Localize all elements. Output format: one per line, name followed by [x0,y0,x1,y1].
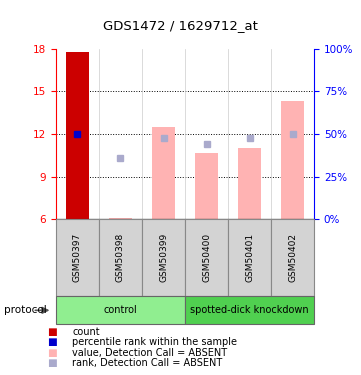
Text: GSM50400: GSM50400 [202,233,211,282]
Text: count: count [72,327,100,337]
Bar [109,218,132,219]
Bar [228,219,271,296]
Text: GSM50398: GSM50398 [116,233,125,282]
Text: GSM50397: GSM50397 [73,233,82,282]
Bar [195,153,218,219]
Bar [271,219,314,296]
Bar [238,148,261,219]
Text: control: control [104,305,137,315]
Text: value, Detection Call = ABSENT: value, Detection Call = ABSENT [72,348,227,358]
Bar [185,296,314,324]
Bar [56,296,185,324]
Bar [142,219,185,296]
Bar [152,127,175,219]
Bar [99,219,142,296]
Bar [281,101,304,219]
Bar [66,52,89,219]
Text: ■: ■ [47,358,57,368]
Text: spotted-dick knockdown: spotted-dick knockdown [190,305,309,315]
Text: ■: ■ [47,348,57,358]
Text: GSM50401: GSM50401 [245,233,254,282]
Text: ■: ■ [47,327,57,337]
Text: percentile rank within the sample: percentile rank within the sample [72,338,237,347]
Text: GSM50402: GSM50402 [288,233,297,282]
Text: GSM50399: GSM50399 [159,233,168,282]
Text: ■: ■ [47,338,57,347]
Bar [185,219,228,296]
Bar [56,219,99,296]
Text: GDS1472 / 1629712_at: GDS1472 / 1629712_at [103,19,258,32]
Text: rank, Detection Call = ABSENT: rank, Detection Call = ABSENT [72,358,222,368]
Text: protocol: protocol [4,305,46,315]
